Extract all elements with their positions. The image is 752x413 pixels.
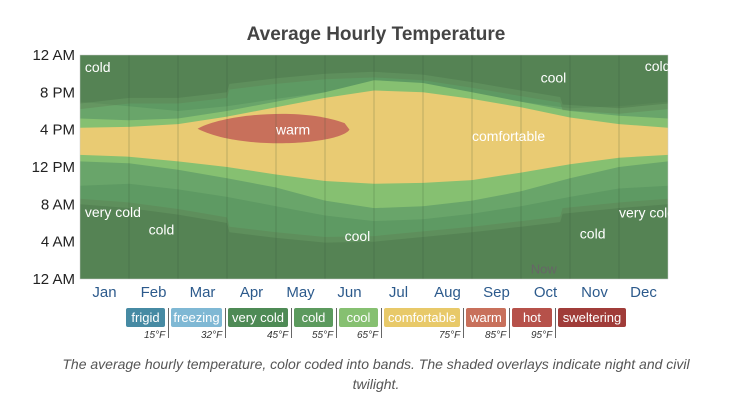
x-tick-label: Jun — [337, 284, 361, 300]
y-tick-label: 12 AM — [32, 271, 75, 288]
y-tick-label: 12 AM — [32, 47, 75, 64]
x-tick-label: Nov — [581, 284, 608, 300]
plot-frame — [79, 54, 669, 280]
legend-separator — [225, 308, 226, 338]
legend-separator — [381, 308, 382, 338]
x-tick-label: Apr — [240, 284, 263, 300]
twilight-overlay-morning — [80, 198, 668, 279]
y-tick-label: 8 PM — [40, 84, 75, 101]
legend-separator — [168, 308, 169, 338]
chart-caption: The average hourly temperature, color co… — [62, 356, 690, 392]
night-overlay-evening — [80, 55, 668, 109]
legend-item: frigid — [126, 308, 165, 327]
y-tick-label: 4 PM — [40, 122, 75, 139]
legend-threshold: 15°F — [144, 330, 166, 341]
legend-separator — [555, 308, 556, 338]
band-comfortable — [80, 90, 668, 184]
y-tick-label: 4 AM — [41, 234, 75, 251]
night-twilight-overlays — [80, 55, 668, 279]
band-label: cool — [541, 69, 567, 85]
y-tick-label: 8 AM — [41, 196, 75, 213]
x-tick-label: Aug — [434, 284, 461, 300]
band-label: comfortable — [472, 128, 545, 144]
legend-threshold: 75°F — [439, 330, 461, 341]
band-label: very cold — [619, 205, 675, 221]
x-tick-label: Dec — [630, 284, 657, 300]
legend-threshold: 32°F — [201, 330, 223, 341]
legend-item: warm — [466, 308, 506, 327]
band-labels: cold cool cold warm comfortable very cold cold… — [85, 58, 675, 277]
legend-separator — [509, 308, 510, 338]
band-label: cold — [580, 225, 606, 241]
temperature-bands — [80, 55, 668, 279]
x-tick-label: Oct — [534, 284, 558, 300]
temperature-legend: frigid freezing very cold cold cool comfortab… — [0, 308, 752, 348]
legend-threshold: 55°F — [312, 330, 334, 341]
band-warm — [197, 113, 350, 144]
legend-item: very cold — [228, 308, 288, 327]
x-tick-label: May — [286, 284, 315, 300]
legend-item: freezing — [171, 308, 222, 327]
legend-separator — [463, 308, 464, 338]
band-label: very cold — [85, 204, 141, 220]
chart-title: Average Hourly Temperature — [246, 24, 506, 45]
temperature-heatmap: cold cool cold warm comfortable very cold cold… — [31, 47, 675, 300]
legend-item: cold — [294, 308, 333, 327]
x-tick-label: Sep — [483, 284, 510, 300]
legend-item: hot — [512, 308, 552, 327]
legend-separator — [336, 308, 337, 338]
legend-item: sweltering — [558, 308, 626, 327]
axes: 12 AM 8 PM 4 PM 12 PM 8 AM 4 AM 12 AM Jan Feb Mar… — [32, 47, 658, 300]
band-label: cold — [149, 222, 175, 238]
x-tick-label: Mar — [190, 284, 216, 300]
band-label: cold — [85, 59, 111, 75]
night-overlay-morning — [80, 204, 668, 279]
legend-threshold: 45°F — [267, 330, 289, 341]
x-tick-label: Jan — [92, 284, 116, 300]
y-tick-label: 12 PM — [32, 159, 75, 176]
x-tick-label: Jul — [389, 284, 408, 300]
band-label: cold — [645, 58, 671, 74]
twilight-overlay-evening — [80, 55, 668, 114]
band-label: warm — [275, 122, 310, 138]
legend-threshold: 65°F — [357, 330, 379, 341]
legend-threshold: 95°F — [531, 330, 553, 341]
legend-item: comfortable — [384, 308, 460, 327]
now-marker-label: Now — [531, 262, 558, 277]
month-gridlines — [79, 54, 669, 280]
x-tick-label: Feb — [141, 284, 167, 300]
legend-separator — [291, 308, 292, 338]
legend-threshold: 85°F — [485, 330, 507, 341]
legend-item: cool — [339, 308, 378, 327]
band-label: cool — [345, 228, 371, 244]
